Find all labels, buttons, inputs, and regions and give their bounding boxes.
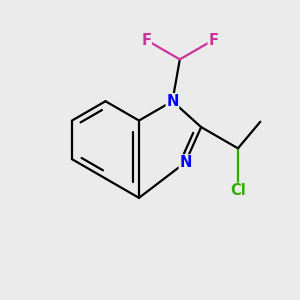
Text: Cl: Cl xyxy=(230,183,246,198)
Text: F: F xyxy=(208,32,218,47)
Text: N: N xyxy=(179,155,192,170)
Text: F: F xyxy=(141,32,151,47)
Text: N: N xyxy=(166,94,178,109)
